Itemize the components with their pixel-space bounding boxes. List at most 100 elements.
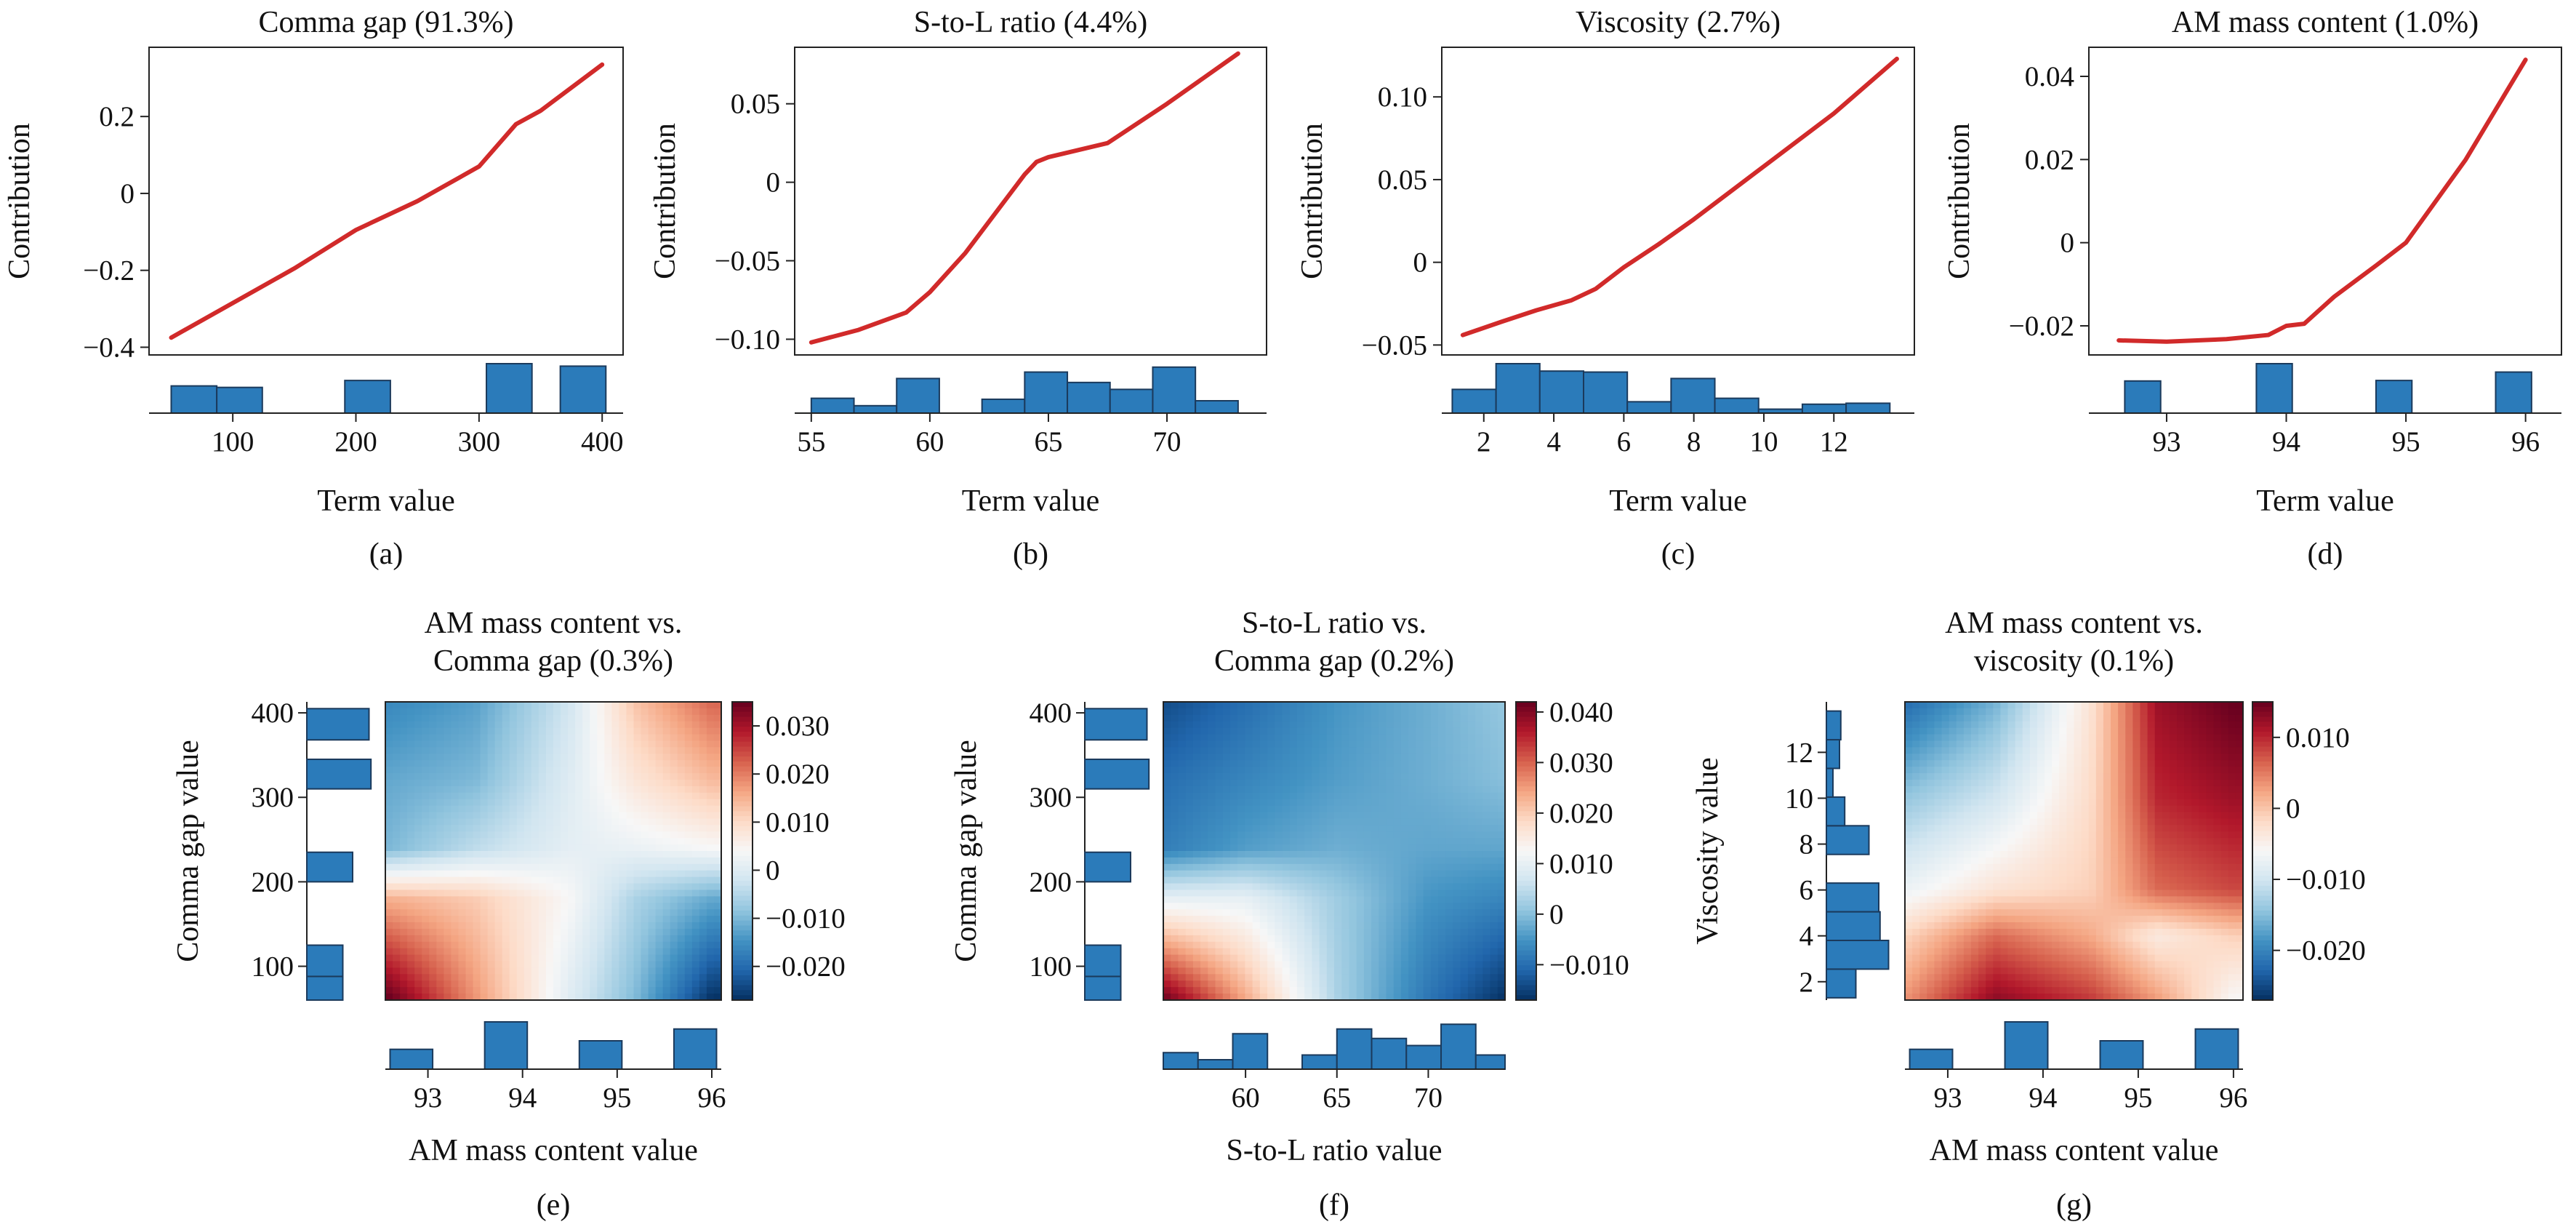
heatmap-cell [648,747,657,754]
heatmap-cell [561,747,569,754]
heatmap-cell [1371,928,1379,936]
heatmap-cell [516,818,525,826]
heatmap-cell [1178,799,1187,807]
heatmap-cell [1438,754,1446,761]
heatmap-cell [2059,708,2067,716]
heatmap-cell [1341,812,1350,820]
heatmap-cell [1371,851,1379,858]
colorbar-segment [1516,885,1536,892]
heatmap-cell [699,734,707,742]
heatmap-cell [422,857,430,865]
colorbar-segment [1516,990,1536,996]
heatmap-cell [422,708,430,716]
heatmap-cell [465,948,474,956]
heatmap-cell [1490,994,1498,1001]
histogram-bar [1371,1037,1408,1070]
heatmap-cell [2199,721,2207,729]
heatmap-cell [590,727,598,735]
heatmap-cell [2103,734,2111,742]
heatmap-cell [422,948,430,956]
heatmap-cell [1445,890,1454,897]
heatmap-cell [1379,890,1387,897]
heatmap-cell [422,922,430,930]
heatmap-cell [655,773,664,780]
heatmap-cell [1171,948,1179,956]
heatmap-cell [561,863,569,871]
heatmap-cell [575,714,583,722]
x-tick-label: 2 [1477,426,1491,457]
heatmap-cell [611,714,619,722]
heatmap-cell [487,857,496,865]
heatmap-cell [1319,702,1328,709]
heatmap-cell [1200,747,1208,754]
heatmap-cell [1326,967,1335,975]
heatmap-cell [691,903,700,910]
heatmap-cell [1349,922,1357,930]
heatmap-cell [1490,857,1498,865]
heatmap-cell [1423,974,1432,981]
heatmap-cell [1341,967,1350,975]
heatmap-cell [619,792,627,800]
heatmap-cell [436,974,444,981]
heatmap-cell [458,896,467,903]
heatmap-cell [2045,734,2053,742]
heatmap-cell [1423,948,1432,956]
heatmap-cell [1460,903,1469,910]
heatmap-cell [487,708,496,716]
heatmap-cell [604,740,612,748]
heatmap-cell [465,727,474,735]
heatmap-cell [713,935,722,943]
heatmap-cell [1319,857,1328,865]
heatmap-cell [1319,727,1328,735]
heatmap-cell [414,916,422,923]
heatmap-cell [414,708,422,716]
heatmap-cell [1326,961,1335,969]
heatmap-cell [684,702,693,709]
heatmap-cell [684,734,693,742]
heatmap-cell [604,786,612,794]
heatmap-cell [670,948,678,956]
heatmap-cell [1349,779,1357,787]
heatmap-cell [684,876,693,884]
heatmap-cell [1356,994,1365,1001]
heatmap-cell [414,838,422,845]
x-tick-label: 60 [915,426,944,457]
colorbar-segment [732,727,753,732]
heatmap-cell [1371,870,1379,878]
heatmap-cell [400,863,408,871]
heatmap-cell [494,792,503,800]
heatmap-cell [451,740,460,748]
heatmap-cell [1438,747,1446,754]
heatmap-cell [2162,740,2170,748]
heatmap-cell [1289,773,1298,780]
heatmap-cell [1215,708,1224,716]
heatmap-cell [670,876,678,884]
plot-frame [148,47,624,356]
heatmap-cell [1341,702,1350,709]
heatmap-cell [436,967,444,975]
heatmap-cell [1482,909,1491,916]
heatmap-cell [1178,909,1187,916]
heatmap-cell [2184,714,2192,722]
x-tick-label: 55 [797,426,825,457]
heatmap-cell [1467,740,1476,748]
heatmap-cell [465,773,474,780]
heatmap-cell [2199,740,2207,748]
heatmap-cell [2169,740,2178,748]
heatmap-cell [1267,994,1275,1001]
heatmap-cell [1408,844,1416,852]
heatmap-cell [422,870,430,878]
heatmap-cell [1178,773,1187,780]
heatmap-cell [531,773,539,780]
heatmap-cell [1326,851,1335,858]
heatmap-cell [407,974,415,981]
heatmap-cell [684,935,693,943]
heatmap-cell [516,760,525,767]
heatmap-cell [1445,792,1454,800]
heatmap-cell [641,747,649,754]
heatmap-cell [641,773,649,780]
heatmap-cell [1200,799,1208,807]
heatmap-cell [523,773,532,780]
heatmap-cell [502,792,510,800]
heatmap-cell [1363,851,1372,858]
